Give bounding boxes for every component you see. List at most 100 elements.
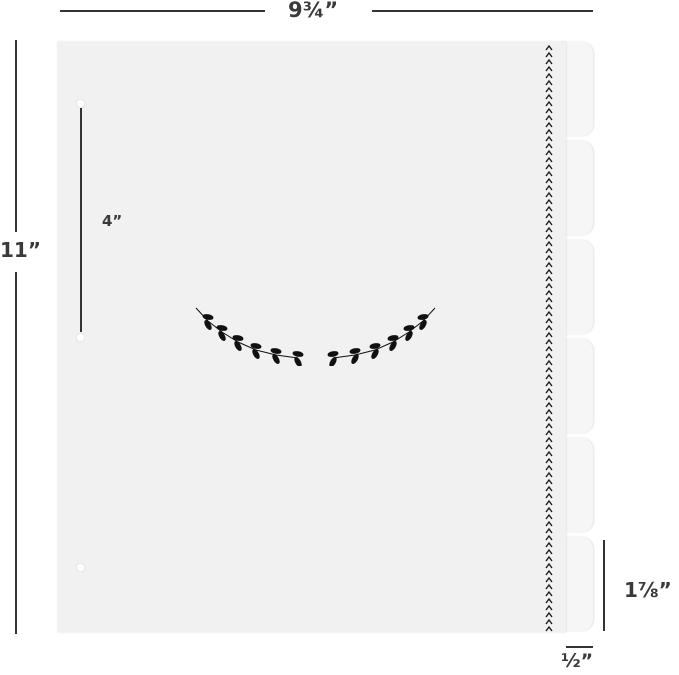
chevron-mark xyxy=(545,597,553,604)
laurel-leaf xyxy=(329,357,337,366)
laurel-leaf xyxy=(272,354,280,364)
chevron-mark xyxy=(545,44,553,51)
chevron-mark xyxy=(545,394,553,401)
chevron-mark xyxy=(545,93,553,100)
width-label: 9¾” xyxy=(288,0,339,22)
chevron-border-icon xyxy=(545,44,553,632)
chevron-mark xyxy=(545,492,553,499)
laurel-leaf xyxy=(371,349,379,359)
chevron-mark xyxy=(545,317,553,324)
laurel-leaf xyxy=(294,357,302,366)
height-dimension-line-top xyxy=(15,40,17,232)
chevron-mark xyxy=(545,72,553,79)
chevron-mark xyxy=(545,583,553,590)
width-dimension-line-left xyxy=(60,10,265,12)
chevron-mark xyxy=(545,387,553,394)
binder-hole-bottom xyxy=(76,563,85,572)
chevron-mark xyxy=(545,254,553,261)
chevron-mark xyxy=(545,534,553,541)
chevron-mark xyxy=(545,142,553,149)
laurel-leaf xyxy=(419,320,427,330)
chevron-mark xyxy=(545,331,553,338)
chevron-mark xyxy=(545,520,553,527)
chevron-mark xyxy=(545,422,553,429)
laurel-leaf xyxy=(405,331,413,341)
chevron-mark xyxy=(545,611,553,618)
chevron-mark xyxy=(545,373,553,380)
chevron-mark xyxy=(545,233,553,240)
chevron-mark xyxy=(545,618,553,625)
tab-height-line xyxy=(603,540,605,631)
chevron-mark xyxy=(545,541,553,548)
chevron-mark xyxy=(545,380,553,387)
laurel-leaf xyxy=(369,343,381,349)
divider-page: 4” xyxy=(58,42,566,632)
chevron-mark xyxy=(545,51,553,58)
chevron-mark xyxy=(545,100,553,107)
chevron-mark xyxy=(545,408,553,415)
chevron-mark xyxy=(545,247,553,254)
binder-hole-top xyxy=(76,99,85,108)
laurel-leaf xyxy=(349,348,361,354)
chevron-mark xyxy=(545,163,553,170)
chevron-mark xyxy=(545,506,553,513)
chevron-mark xyxy=(545,128,553,135)
laurel-branches-icon xyxy=(195,307,436,366)
chevron-mark xyxy=(545,303,553,310)
chevron-mark xyxy=(545,79,553,86)
laurel-leaf xyxy=(389,341,397,351)
laurel-leaf xyxy=(216,325,228,331)
laurel-leaf xyxy=(204,320,212,330)
chevron-mark xyxy=(545,184,553,191)
chevron-mark xyxy=(545,352,553,359)
laurel-leaf xyxy=(327,351,339,357)
chevron-mark xyxy=(545,443,553,450)
chevron-mark xyxy=(545,345,553,352)
chevron-mark xyxy=(545,296,553,303)
chevron-mark xyxy=(545,590,553,597)
chevron-mark xyxy=(545,499,553,506)
chevron-mark xyxy=(545,625,553,632)
chevron-mark xyxy=(545,401,553,408)
chevron-mark xyxy=(545,268,553,275)
chevron-mark xyxy=(545,275,553,282)
hole-spacing-label: 4” xyxy=(102,212,123,230)
chevron-mark xyxy=(545,478,553,485)
chevron-mark xyxy=(545,415,553,422)
chevron-mark xyxy=(545,107,553,114)
chevron-mark xyxy=(545,191,553,198)
chevron-mark xyxy=(545,156,553,163)
chevron-mark xyxy=(545,114,553,121)
laurel-leaf xyxy=(218,331,226,341)
chevron-mark xyxy=(545,366,553,373)
chevron-mark xyxy=(545,359,553,366)
chevron-mark xyxy=(545,121,553,128)
chevron-mark xyxy=(545,170,553,177)
chevron-mark xyxy=(545,282,553,289)
chevron-mark xyxy=(545,240,553,247)
chevron-mark xyxy=(545,205,553,212)
chevron-mark xyxy=(545,562,553,569)
chevron-mark xyxy=(545,261,553,268)
laurel-leaf xyxy=(232,335,244,341)
laurel-leaf xyxy=(417,314,429,320)
laurel-leaf xyxy=(270,348,282,354)
tab-width-line xyxy=(566,646,593,648)
chevron-mark xyxy=(545,555,553,562)
chevron-mark xyxy=(545,464,553,471)
height-dimension-line-bottom xyxy=(15,272,17,634)
chevron-mark xyxy=(545,58,553,65)
chevron-mark xyxy=(545,226,553,233)
chevron-mark xyxy=(545,548,553,555)
chevron-mark xyxy=(545,135,553,142)
laurel-leaf xyxy=(234,341,242,351)
binder-hole-middle xyxy=(76,333,85,342)
chevron-mark xyxy=(545,429,553,436)
height-label: 11” xyxy=(0,238,41,262)
chevron-mark xyxy=(545,219,553,226)
chevron-mark xyxy=(545,198,553,205)
chevron-mark xyxy=(545,569,553,576)
chevron-mark xyxy=(545,436,553,443)
tab-height-label: 1⅞” xyxy=(624,578,672,602)
laurel-leaf xyxy=(387,335,399,341)
